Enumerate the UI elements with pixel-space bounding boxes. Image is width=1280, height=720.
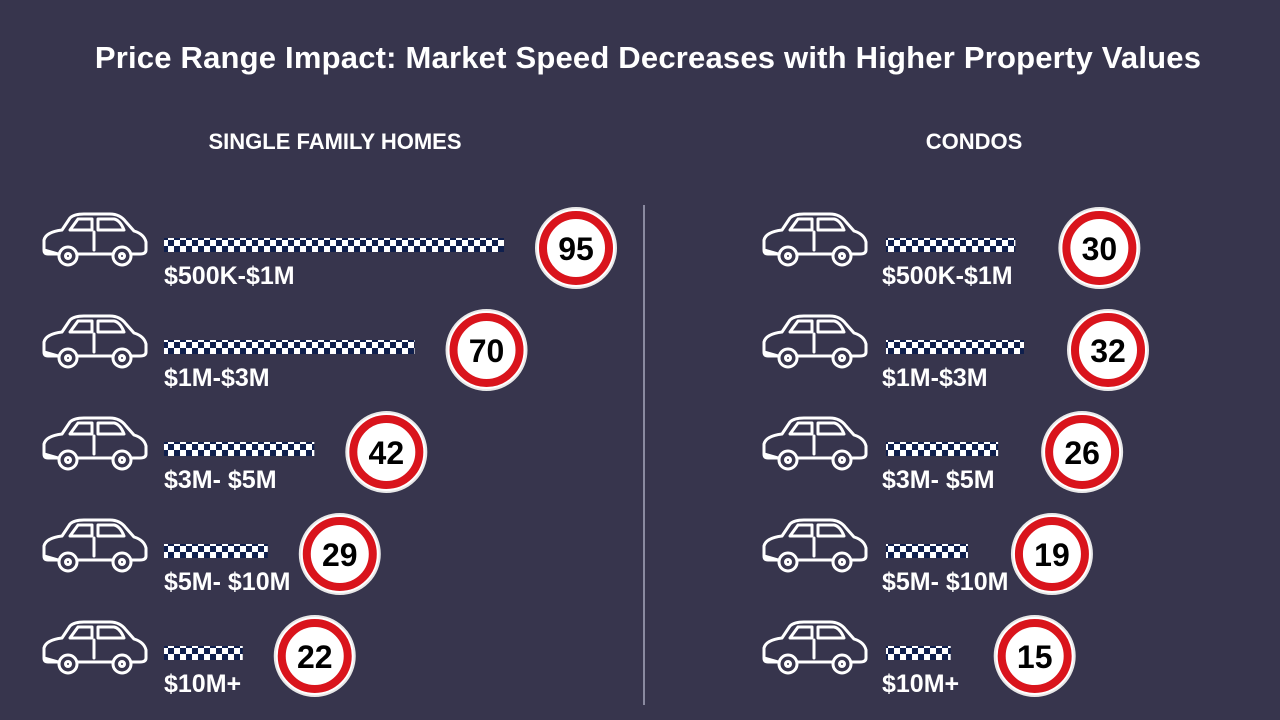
- value-label-1-2: 26: [1064, 435, 1100, 471]
- panel-title-condos: CONDOS: [925, 129, 1023, 154]
- speed-limit-sign-icon-1-4: [993, 615, 1076, 697]
- value-label-0-2: 42: [369, 435, 405, 471]
- car-icon-0-4: [42, 620, 148, 675]
- speed-limit-sign-icon-0-3: [298, 513, 381, 595]
- category-label-0-2: $3M- $5M: [164, 466, 277, 494]
- speed-limit-sign-icon-0-1: [445, 309, 528, 391]
- car-icon-1-3: [762, 518, 868, 573]
- panel-divider: [643, 205, 645, 705]
- car-icon-1-1: [762, 314, 868, 369]
- bar-0-2: [164, 442, 315, 456]
- value-label-0-4: 22: [297, 639, 333, 675]
- car-icon-1-2: [762, 416, 868, 471]
- value-label-0-0: 95: [558, 231, 594, 267]
- value-label-1-4: 15: [1017, 639, 1053, 675]
- bar-1-2: [886, 442, 999, 456]
- category-label-0-1: $1M-$3M: [164, 364, 270, 392]
- speed-limit-sign-icon-1-2: [1041, 411, 1124, 493]
- speed-limit-sign-icon-1-3: [1010, 513, 1093, 595]
- category-label-0-0: $500K-$1M: [164, 262, 295, 290]
- bar-1-4: [886, 646, 951, 660]
- category-label-1-4: $10M+: [882, 670, 959, 698]
- value-label-0-3: 29: [322, 537, 358, 573]
- car-icon-0-2: [42, 416, 148, 471]
- bar-0-1: [164, 340, 415, 354]
- car-icon-1-4: [762, 620, 868, 675]
- bar-0-4: [164, 646, 243, 660]
- value-label-1-0: 30: [1082, 231, 1118, 267]
- bar-0-3: [164, 544, 268, 558]
- category-label-1-2: $3M- $5M: [882, 466, 995, 494]
- speed-limit-sign-icon-0-0: [535, 207, 617, 289]
- category-label-1-3: $5M- $10M: [882, 568, 1008, 596]
- category-label-1-0: $500K-$1M: [882, 262, 1013, 290]
- value-label-1-3: 19: [1034, 537, 1070, 573]
- category-label-0-3: $5M- $10M: [164, 568, 290, 596]
- speed-limit-sign-icon-0-2: [345, 411, 428, 493]
- car-icon-1-0: [762, 212, 868, 267]
- car-icon-0-0: [42, 212, 148, 267]
- panel-title-single-family: SINGLE FAMILY HOMES: [208, 129, 462, 154]
- category-label-1-1: $1M-$3M: [882, 364, 988, 392]
- car-icon-0-3: [42, 518, 148, 573]
- speed-limit-sign-icon-0-4: [273, 615, 356, 697]
- value-label-0-1: 70: [469, 333, 505, 369]
- car-icon-0-1: [42, 314, 148, 369]
- bar-1-3: [886, 544, 968, 558]
- speed-limit-sign-icon-1-1: [1067, 309, 1149, 391]
- bar-1-0: [886, 238, 1016, 252]
- bar-0-0: [164, 238, 504, 252]
- value-label-1-1: 32: [1090, 333, 1126, 369]
- category-label-0-4: $10M+: [164, 670, 241, 698]
- chart-title: Price Range Impact: Market Speed Decreas…: [94, 40, 1202, 75]
- bar-1-1: [886, 340, 1024, 354]
- speed-limit-sign-icon-1-0: [1058, 207, 1141, 289]
